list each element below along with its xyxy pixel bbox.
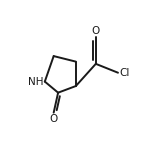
- Text: O: O: [92, 26, 100, 36]
- Text: O: O: [50, 114, 58, 124]
- Text: Cl: Cl: [119, 68, 130, 78]
- Text: NH: NH: [28, 77, 44, 87]
